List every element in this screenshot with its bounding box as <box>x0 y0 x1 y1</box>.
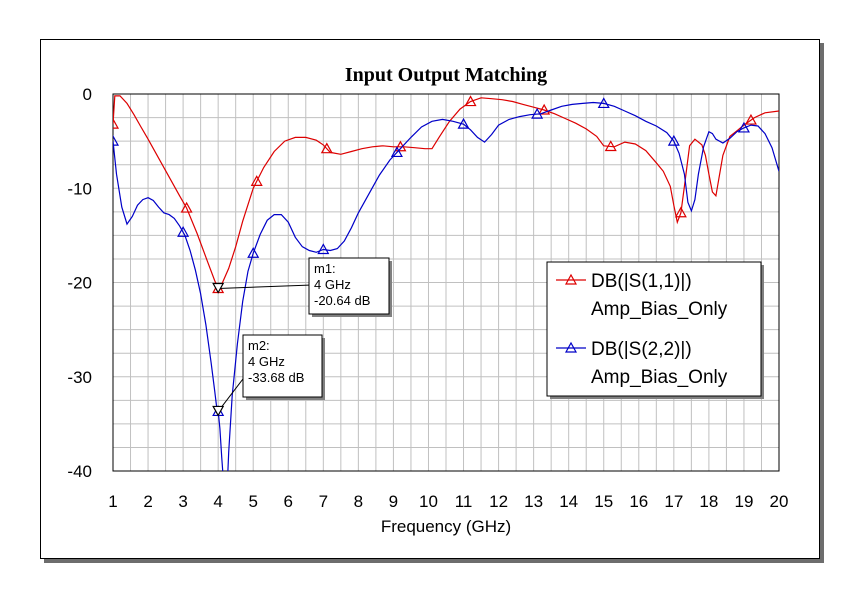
x-tick-label: 17 <box>664 492 683 511</box>
legend-marker-2 <box>564 341 578 353</box>
x-tick-label: 20 <box>770 492 789 511</box>
series-1-marker <box>674 206 687 218</box>
legend-marker-1 <box>564 273 578 285</box>
series-1-marker <box>250 175 263 186</box>
x-tick-label: 3 <box>178 492 187 511</box>
series-2-marker <box>247 247 260 258</box>
series-1-marker <box>744 113 757 125</box>
marker-m2-symbol <box>212 405 225 417</box>
marker-m1-box[interactable] <box>308 257 390 315</box>
legend-entry-name: DB(|S(2,2)|) <box>591 339 692 360</box>
plot-border <box>112 93 780 472</box>
marker-m2-label: -33.68 dB <box>248 370 304 385</box>
series-2-marker <box>597 97 610 109</box>
series-2-marker <box>531 107 544 119</box>
series-2-marker <box>177 225 190 237</box>
y-axis: 0 -10 -20 -30 -40 <box>67 85 92 481</box>
x-tick-label: 14 <box>559 492 578 511</box>
x-tick-label: 11 <box>455 492 473 511</box>
chart-title: Input Output Matching <box>345 64 547 86</box>
x-tick-label: 15 <box>594 492 613 511</box>
y-tick-label: -40 <box>67 462 92 481</box>
y-tick-label: 0 <box>83 85 92 104</box>
series-2-marker <box>667 134 680 146</box>
series-2-marker <box>390 146 403 158</box>
x-tick-label: 1 <box>108 492 117 511</box>
legend-box <box>546 261 762 397</box>
series-line-1 <box>113 95 779 290</box>
x-tick-label: 5 <box>248 492 257 511</box>
x-tick-label: 8 <box>354 492 363 511</box>
series-2-marker <box>113 134 120 146</box>
x-axis-label: Frequency (GHz) <box>381 517 511 536</box>
x-tick-label: 10 <box>419 492 438 511</box>
marker-m1-symbol <box>212 282 225 294</box>
marker-m2-label: m2: <box>248 338 270 353</box>
series-1-marker <box>180 201 193 213</box>
x-tick-label: 7 <box>319 492 328 511</box>
x-tick-label: 16 <box>629 492 648 511</box>
series-2-marker <box>737 121 750 133</box>
series-1-marker <box>604 140 617 152</box>
marker-m2-box[interactable] <box>242 334 323 398</box>
y-tick-label: -30 <box>67 368 92 387</box>
x-tick-label: 6 <box>284 492 293 511</box>
x-tick-label: 18 <box>699 492 718 511</box>
legend-entry-sub: Amp_Bias_Only <box>591 367 728 388</box>
series-1-marker <box>113 117 120 129</box>
x-tick-label: 9 <box>389 492 398 511</box>
y-tick-label: -10 <box>67 179 92 198</box>
marker-m1-label: 4 GHz <box>314 277 351 292</box>
marker-m1-label: m1: <box>314 261 336 276</box>
x-tick-label: 12 <box>489 492 508 511</box>
marker-leader-line <box>218 284 313 290</box>
marker-leader-line <box>217 374 247 412</box>
series-1-marker <box>538 103 551 115</box>
x-axis: 1 2 3 4 5 6 7 8 9 10 11 12 13 14 15 16 17 18 19 20 <box>108 492 788 511</box>
series-2-marker <box>317 243 330 255</box>
legend: DB(|S(1,1)|) Amp_Bias_Only DB(|S(2,2)|) Amp… <box>546 261 764 399</box>
x-tick-label: 13 <box>524 492 543 511</box>
marker-m2-label: 4 GHz <box>248 354 285 369</box>
x-tick-label: 19 <box>734 492 753 511</box>
series-1-marker <box>320 142 333 154</box>
y-tick-label: -20 <box>67 274 92 293</box>
x-tick-label: 2 <box>143 492 152 511</box>
series-1-marker <box>464 95 477 107</box>
legend-entry-name: DB(|S(1,1)|) <box>591 271 692 292</box>
series-line-2 <box>113 101 779 471</box>
x-tick-label: 4 <box>213 492 222 511</box>
series-2-marker <box>457 117 470 129</box>
marker-m1-label: -20.64 dB <box>314 293 370 308</box>
legend-entry-sub: Amp_Bias_Only <box>591 299 728 320</box>
